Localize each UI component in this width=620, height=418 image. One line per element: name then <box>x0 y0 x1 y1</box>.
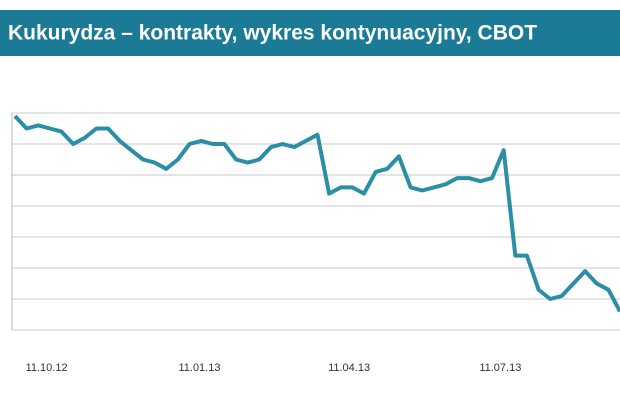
price-line <box>13 114 620 313</box>
x-tick-label: 11.07.13 <box>479 362 521 374</box>
x-tick-label: 11.10.12 <box>26 362 68 374</box>
chart-title: Kukurydza – kontrakty, wykres kontynuacy… <box>8 22 537 45</box>
title-bar <box>0 10 620 56</box>
x-tick-label: 11.01.13 <box>178 362 220 374</box>
x-tick-label: 11.04.13 <box>328 362 370 374</box>
